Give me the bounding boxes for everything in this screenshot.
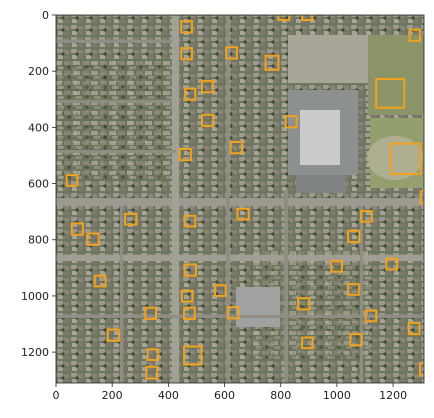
detection-box <box>184 87 197 101</box>
y-tick-label: 800 <box>28 234 49 247</box>
detection-box <box>419 190 424 205</box>
detection-box <box>65 174 79 187</box>
detection-box <box>347 229 361 243</box>
detection-box <box>124 212 138 226</box>
detection-box <box>146 348 160 361</box>
detection-box <box>145 365 159 380</box>
detection-box <box>201 80 214 94</box>
y-tick-label: 1000 <box>21 290 49 303</box>
detection-box <box>106 328 120 342</box>
x-tick-label: 0 <box>53 389 60 402</box>
detection-box <box>419 362 424 377</box>
plot-frame <box>55 14 425 384</box>
detection-box <box>407 321 421 336</box>
aerial-image <box>56 15 424 383</box>
detection-box <box>183 263 197 277</box>
detection-box <box>144 306 158 320</box>
detection-box <box>408 28 422 42</box>
detection-boxes <box>65 15 424 380</box>
detection-box <box>364 309 378 323</box>
x-axis-ticks: 0 200 400 600 800 1000 1200 <box>53 383 407 402</box>
detection-box <box>93 274 107 288</box>
detection-box <box>226 306 240 320</box>
x-tick-label: 1200 <box>379 389 407 402</box>
detection-box <box>183 306 196 320</box>
detection-box <box>330 260 343 273</box>
detection-box <box>297 297 311 311</box>
detection-box <box>277 15 291 22</box>
y-tick-label: 400 <box>28 121 49 134</box>
y-tick-label: 200 <box>28 65 49 78</box>
detection-box <box>349 333 363 347</box>
detection-box <box>347 283 360 296</box>
detection-box <box>180 20 193 34</box>
detection-box <box>229 140 243 155</box>
x-tick-label: 200 <box>102 389 123 402</box>
axes: 0 200 400 600 800 1000 1200 0 200 400 600 800 1000 1… <box>21 9 425 402</box>
detection-box <box>236 207 250 221</box>
detection-box <box>178 147 192 162</box>
x-tick-label: 800 <box>270 389 291 402</box>
y-tick-label: 600 <box>28 178 49 191</box>
detection-box <box>389 142 422 175</box>
detection-box <box>225 46 238 60</box>
detection-box <box>284 115 298 129</box>
detection-box <box>264 54 280 71</box>
detection-box <box>301 336 314 350</box>
y-axis-ticks: 0 200 400 600 800 1000 1200 <box>21 9 56 359</box>
detection-box <box>375 78 406 109</box>
x-tick-label: 400 <box>158 389 179 402</box>
detection-box <box>385 257 399 271</box>
detection-box <box>301 15 314 22</box>
detection-box <box>70 222 84 236</box>
detection-box <box>360 210 373 223</box>
y-tick-label: 1200 <box>21 346 49 359</box>
detection-box <box>201 113 215 127</box>
detection-box <box>183 214 197 228</box>
detection-box <box>180 289 194 303</box>
detection-box <box>183 345 203 366</box>
detection-box <box>213 284 227 297</box>
x-tick-label: 600 <box>214 389 235 402</box>
detection-box <box>180 47 193 61</box>
y-tick-label: 0 <box>42 9 49 22</box>
x-tick-label: 1000 <box>323 389 351 402</box>
detection-box <box>86 232 100 246</box>
